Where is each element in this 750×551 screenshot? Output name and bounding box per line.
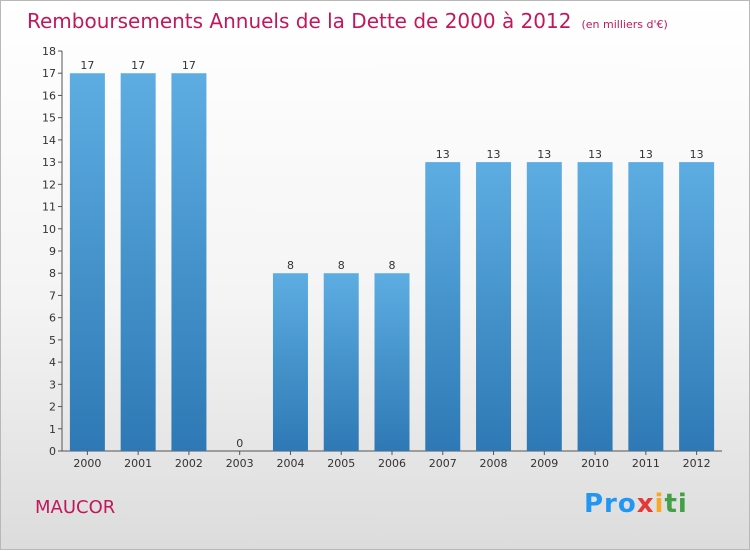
y-tick-label: 15 bbox=[42, 112, 56, 125]
x-tick-label: 2005 bbox=[327, 457, 355, 470]
bar bbox=[323, 273, 359, 451]
proxiti-logo: Proxiti bbox=[584, 489, 688, 519]
y-tick-label: 1 bbox=[49, 423, 56, 436]
bar-value-label: 8 bbox=[287, 259, 294, 272]
bar-value-label: 17 bbox=[182, 59, 196, 72]
bar-value-label: 0 bbox=[236, 437, 243, 450]
x-tick-label: 2001 bbox=[124, 457, 152, 470]
x-tick-label: 2010 bbox=[581, 457, 609, 470]
logo-part: Pro bbox=[584, 489, 637, 519]
bar-value-label: 13 bbox=[436, 148, 450, 161]
bar bbox=[476, 162, 512, 451]
y-tick-label: 13 bbox=[42, 156, 56, 169]
x-tick-label: 2000 bbox=[73, 457, 101, 470]
bar-value-label: 13 bbox=[537, 148, 551, 161]
bar-value-label: 13 bbox=[639, 148, 653, 161]
y-tick-label: 0 bbox=[49, 445, 56, 458]
y-tick-label: 6 bbox=[49, 312, 56, 325]
x-tick-label: 2008 bbox=[480, 457, 508, 470]
bar bbox=[374, 273, 410, 451]
logo-part: ti bbox=[664, 489, 688, 519]
y-tick-label: 5 bbox=[49, 334, 56, 347]
y-tick-label: 9 bbox=[49, 245, 56, 258]
x-tick-label: 2011 bbox=[632, 457, 660, 470]
y-tick-label: 11 bbox=[42, 201, 56, 214]
bar-value-label: 13 bbox=[690, 148, 704, 161]
x-tick-label: 2003 bbox=[226, 457, 254, 470]
x-tick-label: 2002 bbox=[175, 457, 203, 470]
bar bbox=[526, 162, 562, 451]
bar bbox=[577, 162, 613, 451]
x-tick-label: 2012 bbox=[683, 457, 711, 470]
logo-part: i bbox=[654, 489, 665, 519]
x-tick-label: 2007 bbox=[429, 457, 457, 470]
bar bbox=[272, 273, 308, 451]
bar bbox=[171, 73, 207, 451]
x-tick-label: 2006 bbox=[378, 457, 406, 470]
commune-name: MAUCOR bbox=[35, 497, 116, 518]
bar bbox=[120, 73, 156, 451]
bar bbox=[69, 73, 105, 451]
y-tick-label: 12 bbox=[42, 178, 56, 191]
y-tick-label: 2 bbox=[49, 401, 56, 414]
bar-value-label: 8 bbox=[389, 259, 396, 272]
bar-value-label: 8 bbox=[338, 259, 345, 272]
logo-part: x bbox=[636, 489, 655, 519]
y-tick-label: 18 bbox=[42, 45, 56, 58]
y-tick-label: 7 bbox=[49, 289, 56, 302]
bar-value-label: 17 bbox=[80, 59, 94, 72]
bar-value-label: 13 bbox=[588, 148, 602, 161]
bar-value-label: 13 bbox=[487, 148, 501, 161]
chart-title-text: Remboursements Annuels de la Dette de 20… bbox=[27, 9, 572, 33]
x-tick-label: 2004 bbox=[276, 457, 304, 470]
y-tick-label: 8 bbox=[49, 267, 56, 280]
y-tick-label: 17 bbox=[42, 67, 56, 80]
y-tick-label: 4 bbox=[49, 356, 56, 369]
bar bbox=[628, 162, 664, 451]
x-tick-label: 2009 bbox=[530, 457, 558, 470]
chart-title: Remboursements Annuels de la Dette de 20… bbox=[27, 9, 668, 33]
y-tick-label: 16 bbox=[42, 89, 56, 102]
y-tick-label: 14 bbox=[42, 134, 56, 147]
y-tick-label: 10 bbox=[42, 223, 56, 236]
chart-unit: (en milliers d'€) bbox=[581, 18, 668, 31]
bar bbox=[425, 162, 461, 451]
bar-value-label: 17 bbox=[131, 59, 145, 72]
y-tick-label: 3 bbox=[49, 378, 56, 391]
bar bbox=[679, 162, 715, 451]
